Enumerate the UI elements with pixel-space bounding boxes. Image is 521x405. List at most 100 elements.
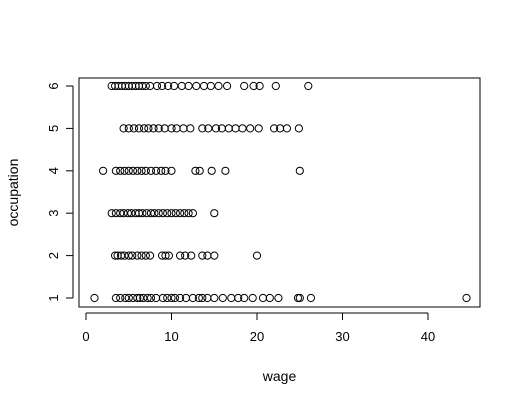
data-point — [181, 251, 190, 260]
data-point — [99, 166, 108, 175]
data-point — [195, 166, 204, 175]
data-point — [265, 293, 274, 303]
data-point — [254, 124, 263, 133]
data-point — [306, 293, 315, 303]
data-point — [184, 209, 193, 218]
y-tick-label: 5 — [46, 125, 61, 132]
data-point — [210, 293, 219, 303]
data-point — [137, 251, 146, 260]
data-point — [143, 293, 152, 303]
data-points — [90, 81, 471, 303]
data-point — [134, 209, 144, 218]
data-point — [176, 209, 185, 218]
data-point — [199, 81, 209, 91]
data-point — [133, 251, 142, 260]
data-point — [274, 293, 283, 303]
data-point — [138, 81, 147, 91]
data-point — [164, 251, 173, 260]
data-point — [111, 293, 121, 303]
data-point — [258, 293, 268, 303]
data-point — [141, 166, 150, 175]
data-point — [238, 124, 247, 133]
data-point — [240, 81, 249, 91]
data-point — [129, 124, 138, 133]
data-point — [194, 293, 203, 303]
data-point — [167, 124, 176, 133]
data-point — [198, 293, 207, 303]
data-point — [214, 81, 223, 91]
data-point — [192, 81, 201, 91]
y-tick-label: 6 — [46, 82, 61, 89]
data-point — [462, 293, 471, 303]
data-point — [119, 124, 128, 133]
data-point — [224, 124, 233, 133]
data-point — [167, 166, 176, 175]
x-axis: 0 10 20 30 40 — [82, 312, 435, 344]
data-point — [144, 124, 153, 133]
data-point — [249, 81, 258, 91]
data-point — [167, 209, 176, 218]
data-point — [111, 251, 120, 260]
data-point — [135, 293, 144, 303]
data-point — [116, 209, 125, 218]
data-point — [164, 81, 173, 91]
data-point — [128, 166, 138, 175]
data-point — [146, 251, 155, 260]
data-point — [231, 124, 240, 133]
data-point — [163, 209, 172, 218]
data-point — [176, 251, 185, 260]
data-point — [248, 293, 257, 303]
data-point — [137, 166, 146, 175]
data-point — [240, 293, 249, 303]
data-point — [295, 166, 304, 175]
data-point — [90, 293, 99, 303]
data-point — [210, 209, 219, 218]
data-point — [158, 293, 167, 303]
data-point — [146, 293, 156, 303]
data-point — [141, 81, 150, 91]
data-point — [293, 293, 303, 303]
data-point — [157, 166, 166, 175]
x-tick-label: 30 — [335, 329, 349, 344]
y-tick-label: 2 — [46, 252, 61, 259]
data-point — [124, 251, 133, 260]
data-point — [111, 166, 121, 175]
data-point — [227, 293, 236, 303]
x-tick-label: 20 — [250, 329, 264, 344]
data-point — [176, 293, 185, 303]
data-point — [255, 81, 264, 91]
data-point — [252, 251, 262, 260]
data-point — [146, 166, 156, 175]
data-point — [146, 81, 155, 91]
data-point — [188, 209, 197, 218]
data-point — [210, 251, 219, 260]
data-point — [188, 293, 197, 303]
data-point — [123, 209, 133, 218]
data-point — [163, 293, 172, 303]
data-point — [271, 81, 280, 91]
data-point — [198, 124, 207, 133]
y-tick-label: 3 — [46, 210, 61, 217]
data-point — [211, 124, 221, 133]
data-point — [111, 209, 121, 218]
data-point — [191, 166, 200, 175]
y-axis-title: occupation — [5, 159, 21, 227]
data-point — [270, 124, 279, 133]
data-point — [187, 251, 196, 260]
data-point — [134, 124, 144, 133]
data-point — [116, 293, 125, 303]
data-point — [139, 293, 148, 303]
data-point — [124, 124, 133, 133]
data-point — [294, 124, 303, 133]
data-point — [146, 209, 156, 218]
data-point — [120, 166, 129, 175]
data-point — [161, 251, 170, 260]
data-point — [142, 209, 151, 218]
plot-box — [78, 77, 481, 308]
data-point — [171, 209, 180, 218]
data-point — [170, 81, 179, 91]
data-point — [133, 293, 142, 303]
data-point — [223, 81, 232, 91]
data-point — [167, 293, 176, 303]
